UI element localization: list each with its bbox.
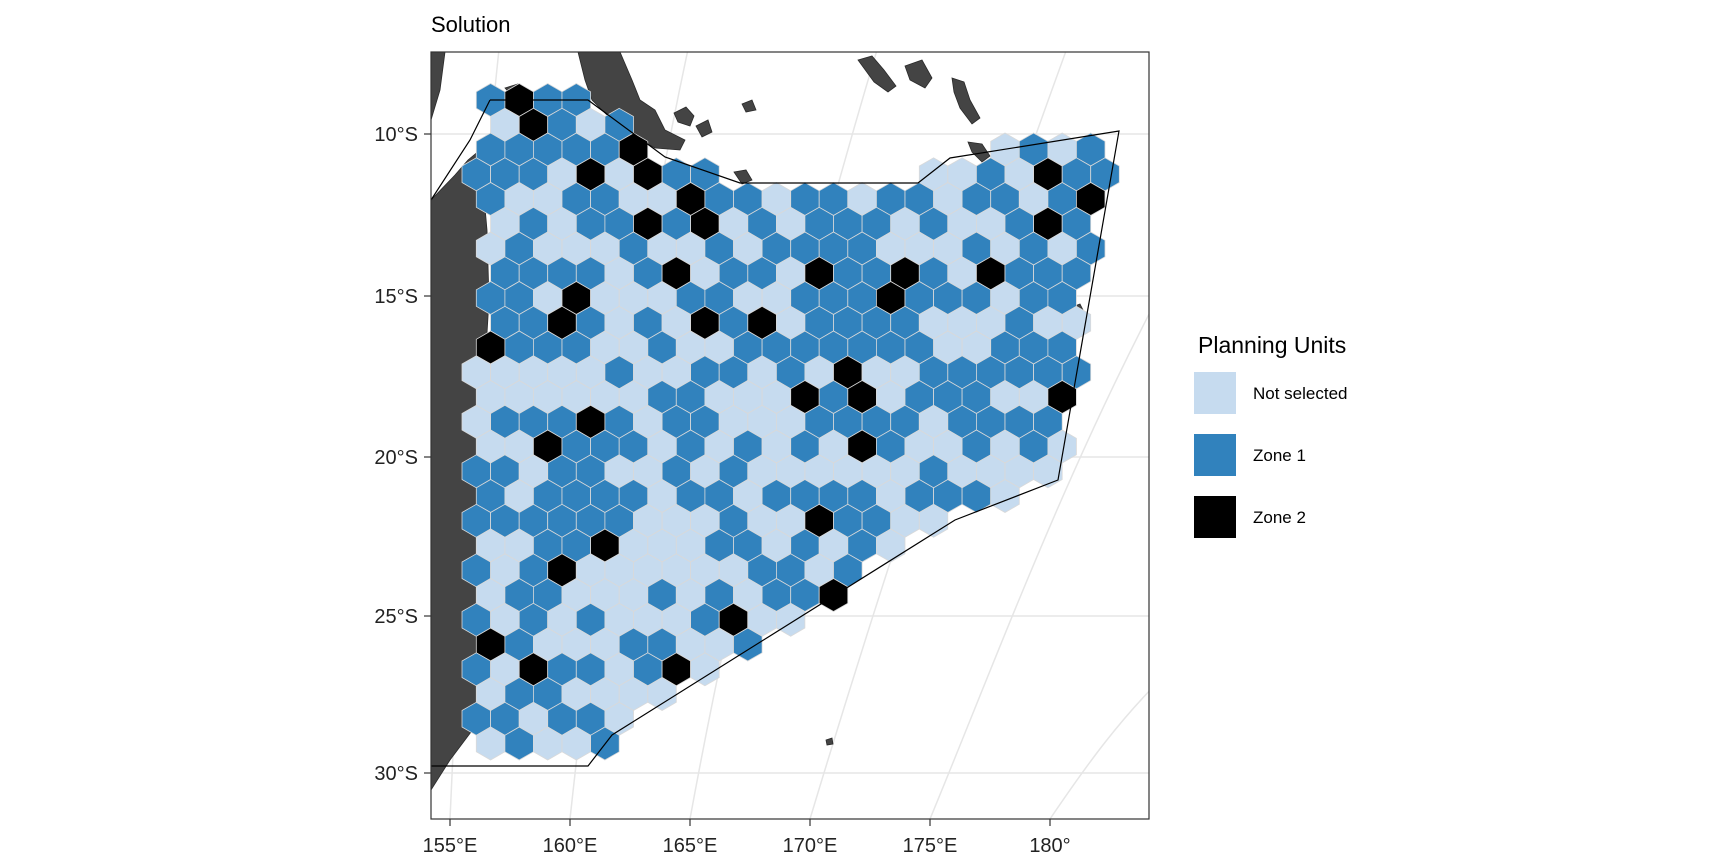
lat-axis: 10°S 15°S 20°S 25°S 30°S (374, 124, 431, 785)
lon-tick-label: 180° (1029, 835, 1070, 857)
land-mass (577, 52, 686, 151)
hex-unit-not-selected (647, 677, 677, 711)
legend-swatch-not-selected (1194, 372, 1236, 414)
land-mass (431, 52, 446, 121)
legend-label-not-selected: Not selected (1253, 384, 1348, 403)
lat-tick-label: 20°S (374, 447, 418, 469)
lat-tick-label: 10°S (374, 124, 418, 146)
planning-units (461, 83, 1120, 761)
land-mass (741, 99, 757, 113)
land-mass (733, 169, 753, 185)
study-area-boundary-north (431, 99, 491, 201)
map-panel (431, 52, 1149, 819)
land-mass (967, 141, 991, 163)
legend-swatch-zone-2 (1194, 496, 1236, 538)
lat-tick-label: 30°S (374, 763, 418, 785)
hex-unit-not-selected (990, 479, 1020, 513)
hex-unit-not-selected (1033, 454, 1063, 489)
hex-unit-not-selected (876, 528, 906, 563)
legend-label-zone-1: Zone 1 (1253, 446, 1306, 465)
land-mass (673, 106, 695, 127)
legend-swatch-zone-1 (1194, 434, 1236, 476)
hex-unit-not-selected (690, 652, 720, 687)
land-mass (825, 737, 834, 746)
graticule-meridian (929, 312, 1149, 819)
lon-tick-label: 170°E (783, 835, 838, 857)
lon-tick-label: 160°E (543, 835, 598, 857)
land-mass (904, 59, 933, 89)
lon-tick-label: 165°E (663, 835, 718, 857)
graticule-meridian (1049, 690, 1149, 819)
hex-unit-zone-1 (733, 627, 763, 662)
land-mass (951, 77, 981, 125)
land-mass (857, 55, 897, 93)
lon-tick-label: 155°E (423, 835, 478, 857)
legend-title: Planning Units (1198, 332, 1346, 358)
land-mass (695, 119, 713, 138)
panel-border (430, 51, 1150, 820)
lat-tick-label: 15°S (374, 286, 418, 308)
lat-tick-label: 25°S (374, 606, 418, 628)
lon-tick-label: 175°E (903, 835, 958, 857)
legend-label-zone-2: Zone 2 (1253, 508, 1306, 527)
map-title: Solution (431, 12, 511, 37)
lon-axis: 155°E 160°E 165°E 170°E 175°E 180° (423, 819, 1071, 857)
study-area-boundary (431, 99, 1120, 767)
legend: Planning Units Not selected Zone 1 Zone … (1194, 332, 1348, 538)
